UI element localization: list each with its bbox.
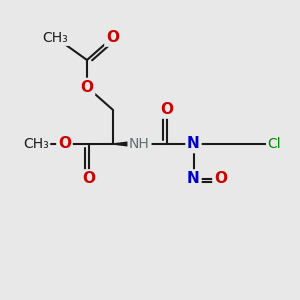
- Text: NH: NH: [129, 137, 150, 151]
- Text: N: N: [187, 136, 200, 152]
- Text: O: O: [82, 171, 95, 186]
- Text: O: O: [214, 171, 227, 186]
- Text: O: O: [80, 80, 94, 94]
- Text: Cl: Cl: [268, 137, 281, 151]
- Text: CH₃: CH₃: [23, 137, 49, 151]
- Text: O: O: [106, 30, 119, 45]
- Text: O: O: [58, 136, 71, 152]
- Polygon shape: [112, 141, 140, 147]
- Text: CH₃: CH₃: [43, 31, 68, 44]
- Text: N: N: [187, 171, 200, 186]
- Text: O: O: [160, 102, 173, 117]
